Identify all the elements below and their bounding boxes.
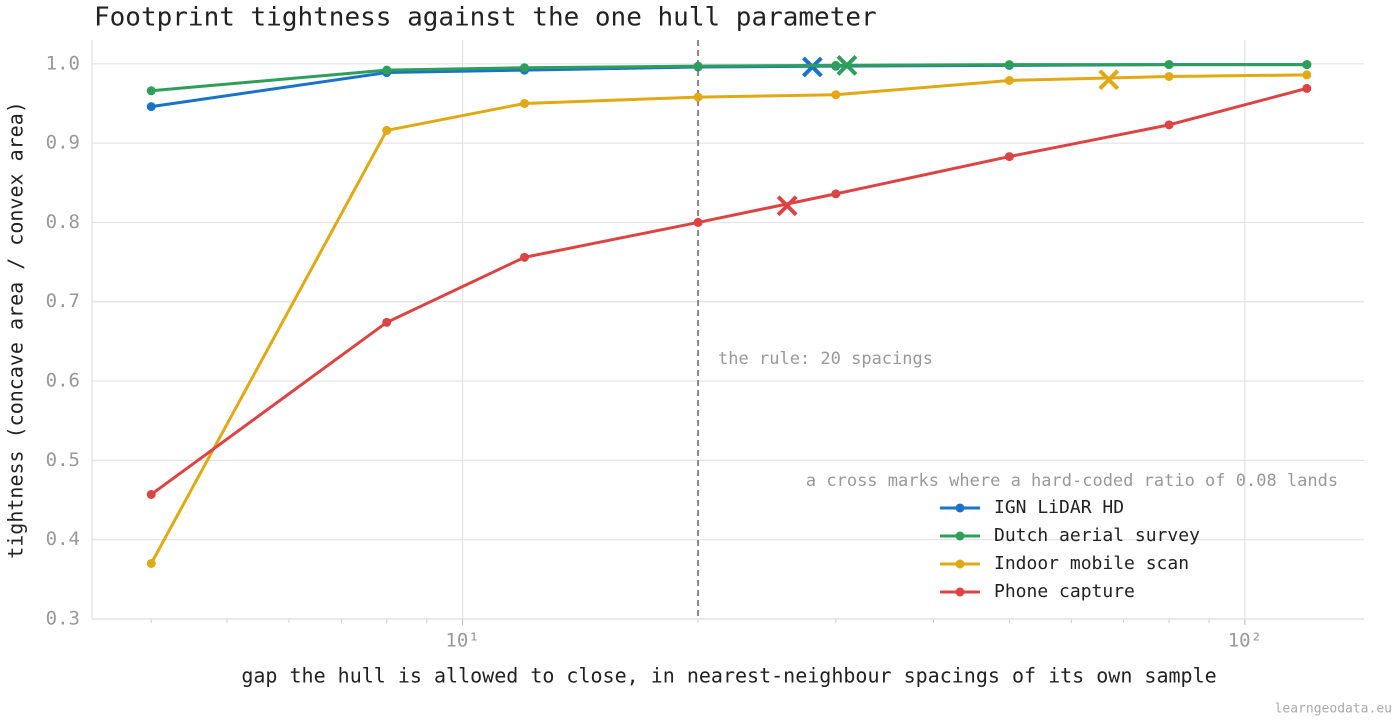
legend-swatch-dot xyxy=(955,503,965,513)
x-axis-label: gap the hull is allowed to close, in nea… xyxy=(241,664,1216,688)
data-point xyxy=(1164,60,1174,70)
cross-stroke xyxy=(776,195,798,217)
data-point xyxy=(1004,60,1014,70)
legend-label: Phone capture xyxy=(994,581,1135,602)
x-tick-label: 10¹ xyxy=(445,630,479,652)
data-point xyxy=(693,217,703,227)
data-point xyxy=(519,252,529,262)
legend-label: IGN LiDAR HD xyxy=(994,497,1124,518)
y-tick-label: 0.6 xyxy=(46,370,80,392)
cross-marker xyxy=(1098,69,1120,91)
data-point xyxy=(693,92,703,102)
legend-swatch-dot xyxy=(955,531,965,541)
data-point xyxy=(146,102,156,112)
legend-swatch-dot xyxy=(955,559,965,569)
series-line xyxy=(151,63,1307,93)
data-point xyxy=(1004,75,1014,85)
reference-label: the rule: 20 spacings xyxy=(718,349,933,369)
data-point xyxy=(382,125,392,135)
legend-title: a cross marks where a hard-coded ratio o… xyxy=(806,471,1338,491)
y-axis-label: tightness (concave area / convex area) xyxy=(4,101,28,559)
data-point xyxy=(1302,60,1312,70)
y-tick-label: 1.0 xyxy=(46,52,80,74)
chart-title: Footprint tightness against the one hull… xyxy=(94,3,877,33)
data-point xyxy=(146,558,156,568)
series-line xyxy=(149,73,1307,565)
data-point xyxy=(693,61,703,71)
data-point xyxy=(831,90,841,100)
cross-marker xyxy=(836,54,858,76)
data-point xyxy=(519,98,529,108)
data-point xyxy=(146,86,156,96)
data-point xyxy=(519,63,529,73)
cross-marker xyxy=(776,195,798,217)
data-point xyxy=(831,189,841,199)
cross-stroke xyxy=(836,54,858,76)
series-line xyxy=(150,86,1308,496)
data-point xyxy=(382,317,392,327)
series-line xyxy=(151,63,1307,109)
data-point xyxy=(1302,83,1312,93)
data-point xyxy=(1004,152,1014,162)
data-point xyxy=(1164,71,1174,81)
y-tick-label: 0.7 xyxy=(46,290,80,312)
y-tick-label: 0.9 xyxy=(46,132,80,154)
y-tick-label: 0.4 xyxy=(46,528,80,550)
legend-label: Indoor mobile scan xyxy=(994,553,1189,574)
x-tick-label: 10² xyxy=(1228,630,1262,652)
data-point xyxy=(146,489,156,499)
footer: learngeodata.eu xyxy=(1275,702,1392,717)
data-point xyxy=(1164,120,1174,130)
cross-stroke xyxy=(1098,69,1120,91)
y-tick-label: 0.5 xyxy=(46,449,80,471)
y-tick-label: 0.8 xyxy=(46,211,80,233)
data-point xyxy=(1302,70,1312,80)
legend-swatch-dot xyxy=(955,587,965,597)
data-point xyxy=(831,60,841,70)
data-point xyxy=(382,65,392,75)
y-tick-label: 0.3 xyxy=(46,608,80,630)
legend-label: Dutch aerial survey xyxy=(994,525,1200,546)
